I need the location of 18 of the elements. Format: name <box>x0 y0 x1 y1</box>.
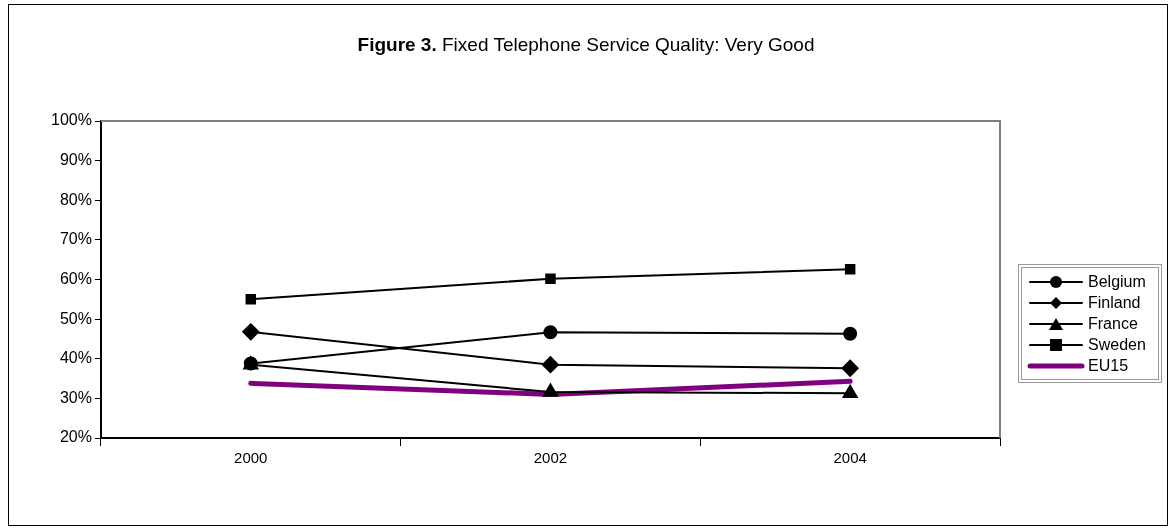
y-tick-label: 80% <box>59 190 92 208</box>
x-tick-label: 2002 <box>533 449 568 467</box>
legend-label: EU15 <box>1088 356 1129 375</box>
y-tick-label: 90% <box>59 151 92 169</box>
y-tick-label: 20% <box>59 428 92 446</box>
x-tick-label: 2004 <box>833 449 867 467</box>
legend-label: France <box>1088 314 1138 333</box>
legend-label: Sweden <box>1088 335 1146 354</box>
y-tick-label: 60% <box>59 269 92 287</box>
legend-label: Finland <box>1088 293 1141 312</box>
chart-title: Figure 3. Fixed Telephone Service Quality: Very Good <box>356 34 816 56</box>
y-tick-label: 70% <box>59 230 92 248</box>
x-tick-label: 2000 <box>234 449 268 467</box>
y-tick-label: 30% <box>59 388 92 406</box>
legend-label: Belgium <box>1088 272 1146 291</box>
y-tick-label: 40% <box>59 349 92 367</box>
y-tick-label: 50% <box>59 309 92 327</box>
y-tick-label: 100% <box>51 111 92 129</box>
